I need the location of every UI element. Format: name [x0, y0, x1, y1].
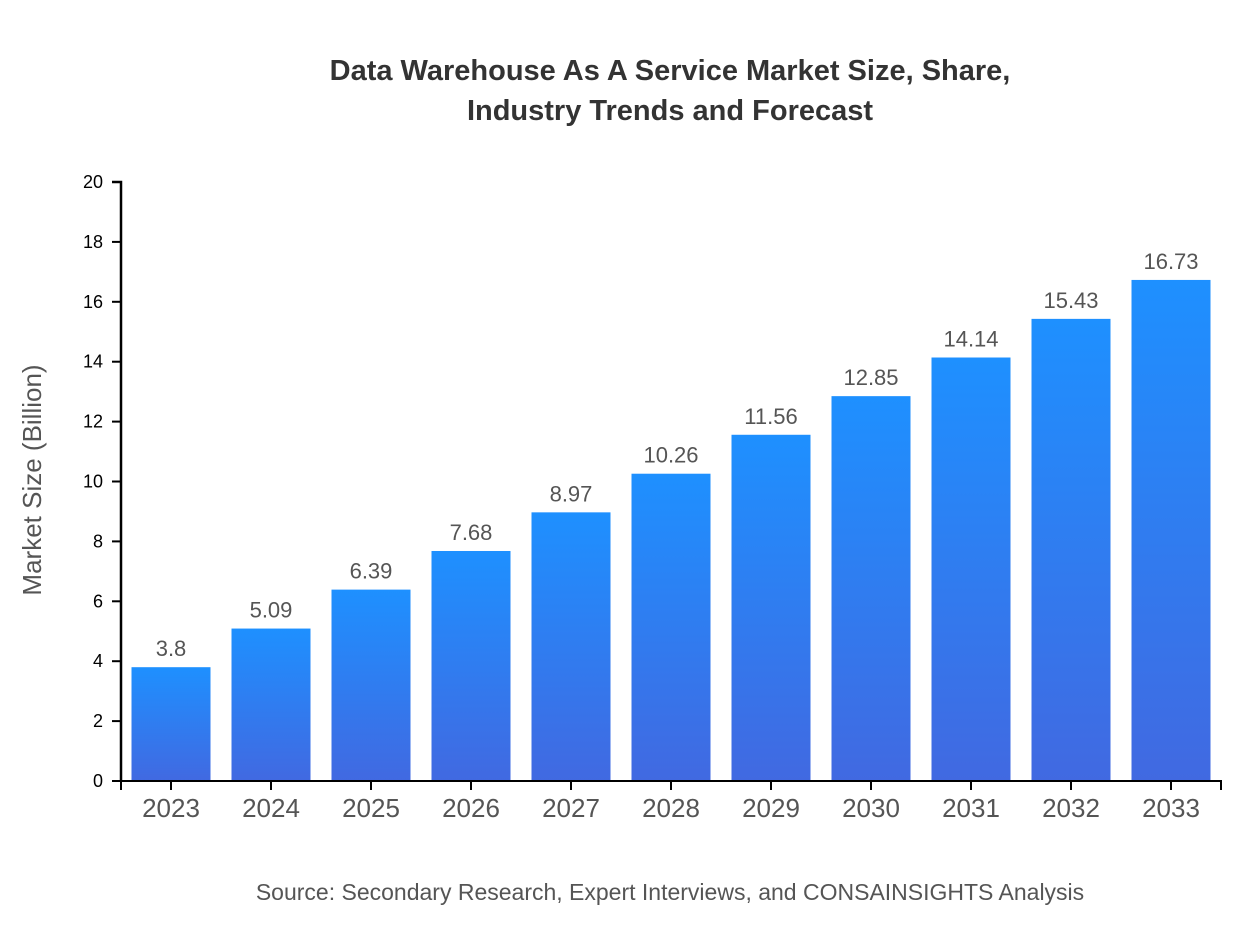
bar-2032	[1031, 318, 1111, 781]
y-tick-label-16: 16	[83, 292, 103, 312]
x-tick-label-2032: 2032	[1042, 793, 1100, 823]
x-tick-label-2026: 2026	[442, 793, 500, 823]
x-tick-label-2028: 2028	[642, 793, 700, 823]
x-tick-label-2025: 2025	[342, 793, 400, 823]
bar-2023	[131, 667, 211, 781]
x-axis-line	[120, 780, 1222, 790]
x-tick-label-2023: 2023	[142, 793, 200, 823]
y-tick-label-20: 20	[83, 172, 103, 192]
x-tick-label-2024: 2024	[242, 793, 300, 823]
x-tick-label-2027: 2027	[542, 793, 600, 823]
y-tick-label-14: 14	[83, 352, 103, 372]
source-note: Source: Secondary Research, Expert Inter…	[256, 879, 1084, 905]
y-tick-label-2: 2	[93, 711, 103, 731]
y-tick-label-12: 12	[83, 412, 103, 432]
x-tick-label-2030: 2030	[842, 793, 900, 823]
y-tick-label-6: 6	[93, 591, 103, 611]
data-label-2033: 16.73	[1143, 249, 1198, 274]
bar-2031	[931, 357, 1011, 781]
data-label-2027: 8.97	[550, 481, 593, 506]
y-axis: 0 2 4 6 8 10 12 14 16 18 20	[83, 172, 123, 791]
bars-group: 3.8 5.09 6.39 7.68 8.97 10.26 11.56 12.85 14.14 1…	[131, 249, 1211, 781]
chart-title-line-1: Data Warehouse As A Service Market Size,…	[330, 55, 1011, 87]
y-tick-label-4: 4	[93, 651, 103, 671]
bar-2027	[531, 512, 611, 781]
y-tick-label-8: 8	[93, 531, 103, 551]
x-tick-label-2033: 2033	[1142, 793, 1200, 823]
data-label-2028: 10.26	[643, 443, 698, 468]
data-label-2032: 15.43	[1043, 288, 1098, 313]
data-label-2026: 7.68	[450, 520, 493, 545]
data-label-2024: 5.09	[250, 598, 293, 623]
data-label-2025: 6.39	[350, 559, 393, 584]
data-label-2031: 14.14	[943, 327, 998, 352]
y-tick-label-10: 10	[83, 472, 103, 492]
x-tick-label-2029: 2029	[742, 793, 800, 823]
data-label-2030: 12.85	[843, 365, 898, 390]
data-label-2029: 11.56	[744, 404, 797, 429]
bar-2029	[731, 434, 811, 781]
y-tick-label-18: 18	[83, 232, 103, 252]
bar-2033	[1131, 279, 1211, 781]
bar-2030	[831, 396, 911, 781]
x-axis: 2023 2024 2025 2026 2027 2028 2029 2030 2031 2032…	[120, 780, 1222, 823]
bar-2028	[631, 473, 711, 781]
x-tick-label-2031: 2031	[942, 793, 1000, 823]
bar-2025	[331, 589, 411, 781]
y-axis-line	[112, 180, 123, 781]
bar-2024	[231, 628, 311, 781]
y-tick-label-0: 0	[93, 771, 103, 791]
y-axis-label: Market Size (Billion)	[17, 364, 47, 595]
data-label-2023: 3.8	[156, 636, 187, 661]
bar-2026	[431, 550, 511, 781]
chart-title-line-2: Industry Trends and Forecast	[467, 95, 873, 127]
